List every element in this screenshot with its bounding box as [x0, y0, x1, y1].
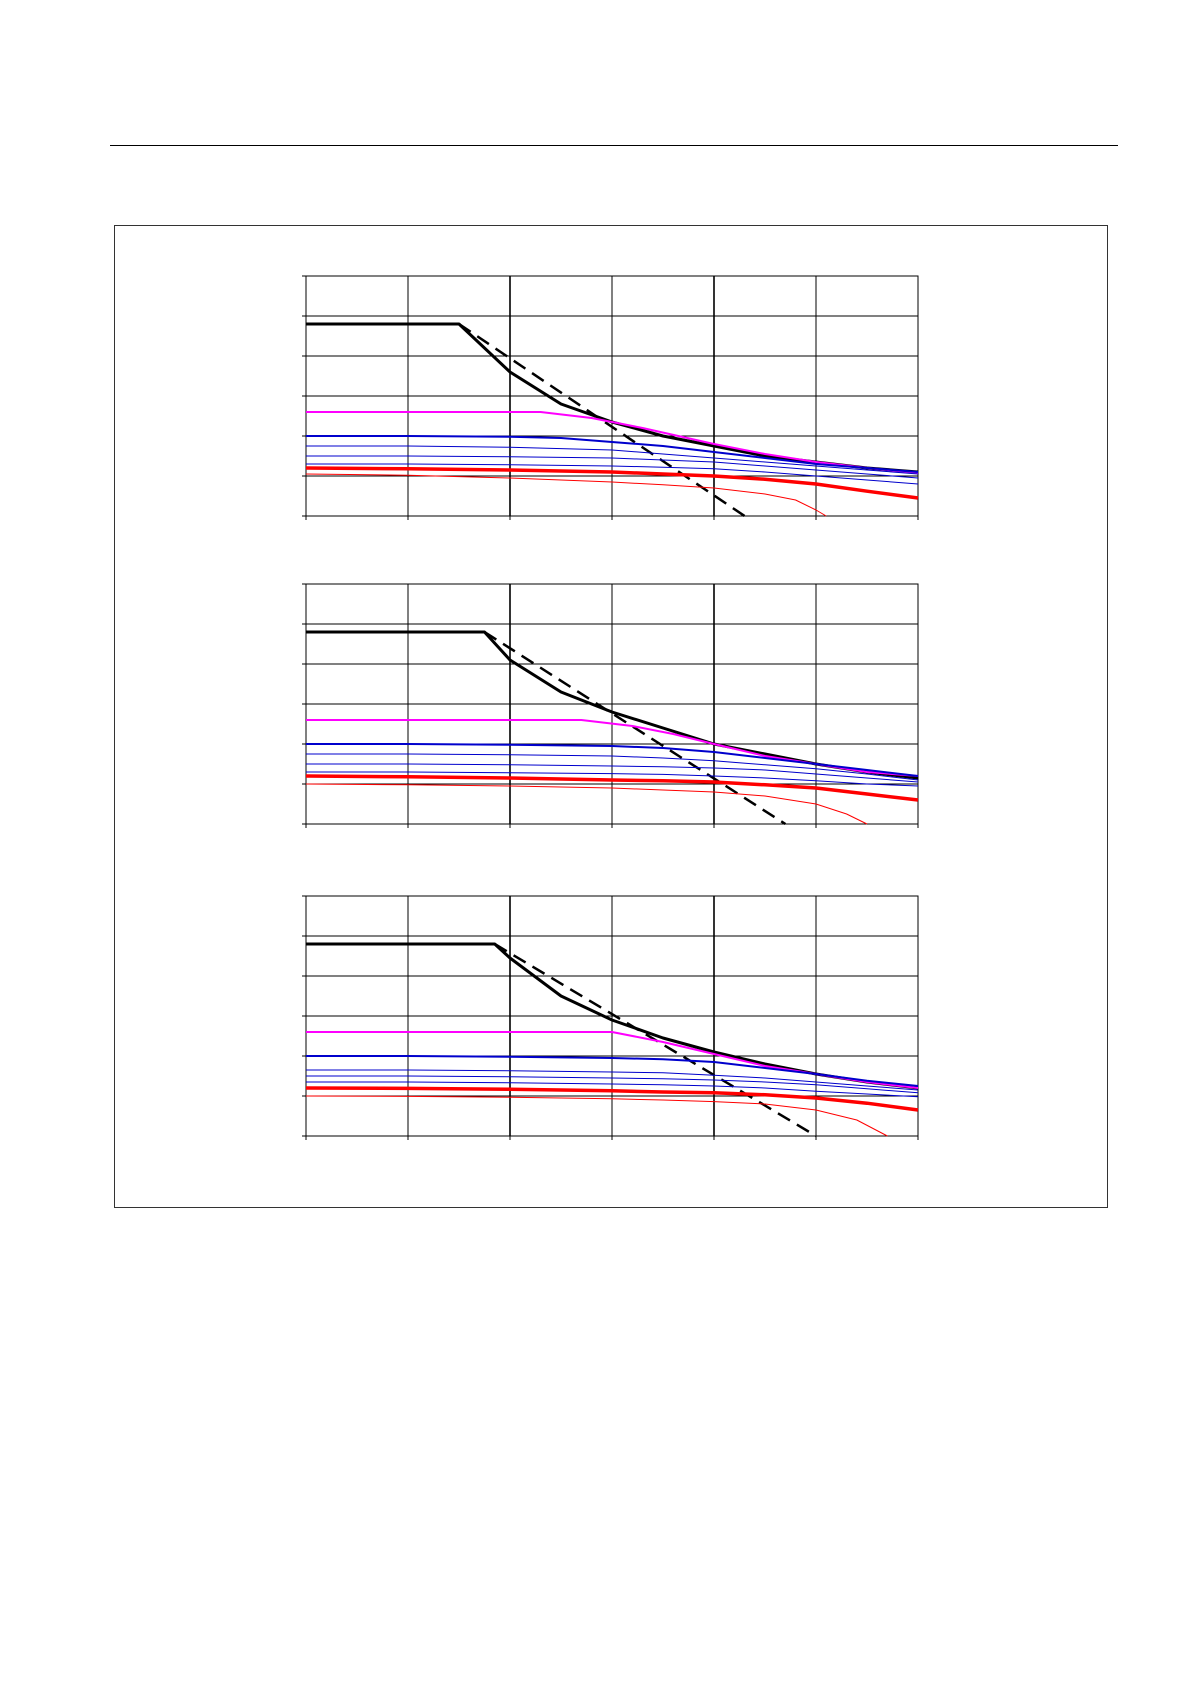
- series-line-blue-5: [306, 763, 919, 783]
- header-rule: [110, 145, 1118, 146]
- series-line-blue-6: [306, 1081, 919, 1098]
- chart-bottom: [302, 895, 919, 1140]
- chart-middle: [302, 583, 919, 828]
- series-line-black-1: [483, 630, 787, 826]
- series-line-red-7: [305, 1086, 919, 1112]
- series-line-red-7: [305, 774, 919, 802]
- series-line-blue-4: [306, 445, 919, 475]
- series-line-red-8: [305, 783, 868, 825]
- series-line-blue-5: [306, 455, 919, 479]
- series-line-magenta-2: [306, 719, 919, 777]
- series-line-blue-4: [306, 753, 919, 781]
- series-line-blue-5: [306, 1075, 919, 1094]
- series-line-blue-6: [306, 463, 919, 485]
- series-line-blue-3: [306, 743, 919, 777]
- series-line-blue-3: [306, 435, 919, 473]
- series-line-red-7: [305, 466, 919, 500]
- series-line-black-1: [458, 322, 746, 518]
- series-line-blue-3: [306, 1055, 919, 1087]
- series-line-red-8: [305, 473, 827, 517]
- chart-top: [302, 275, 919, 520]
- figure-frame: [114, 225, 1108, 1208]
- series-line-blue-4: [306, 1069, 919, 1091]
- series-line-red-8: [305, 1095, 888, 1137]
- series-line-blue-6: [306, 771, 919, 787]
